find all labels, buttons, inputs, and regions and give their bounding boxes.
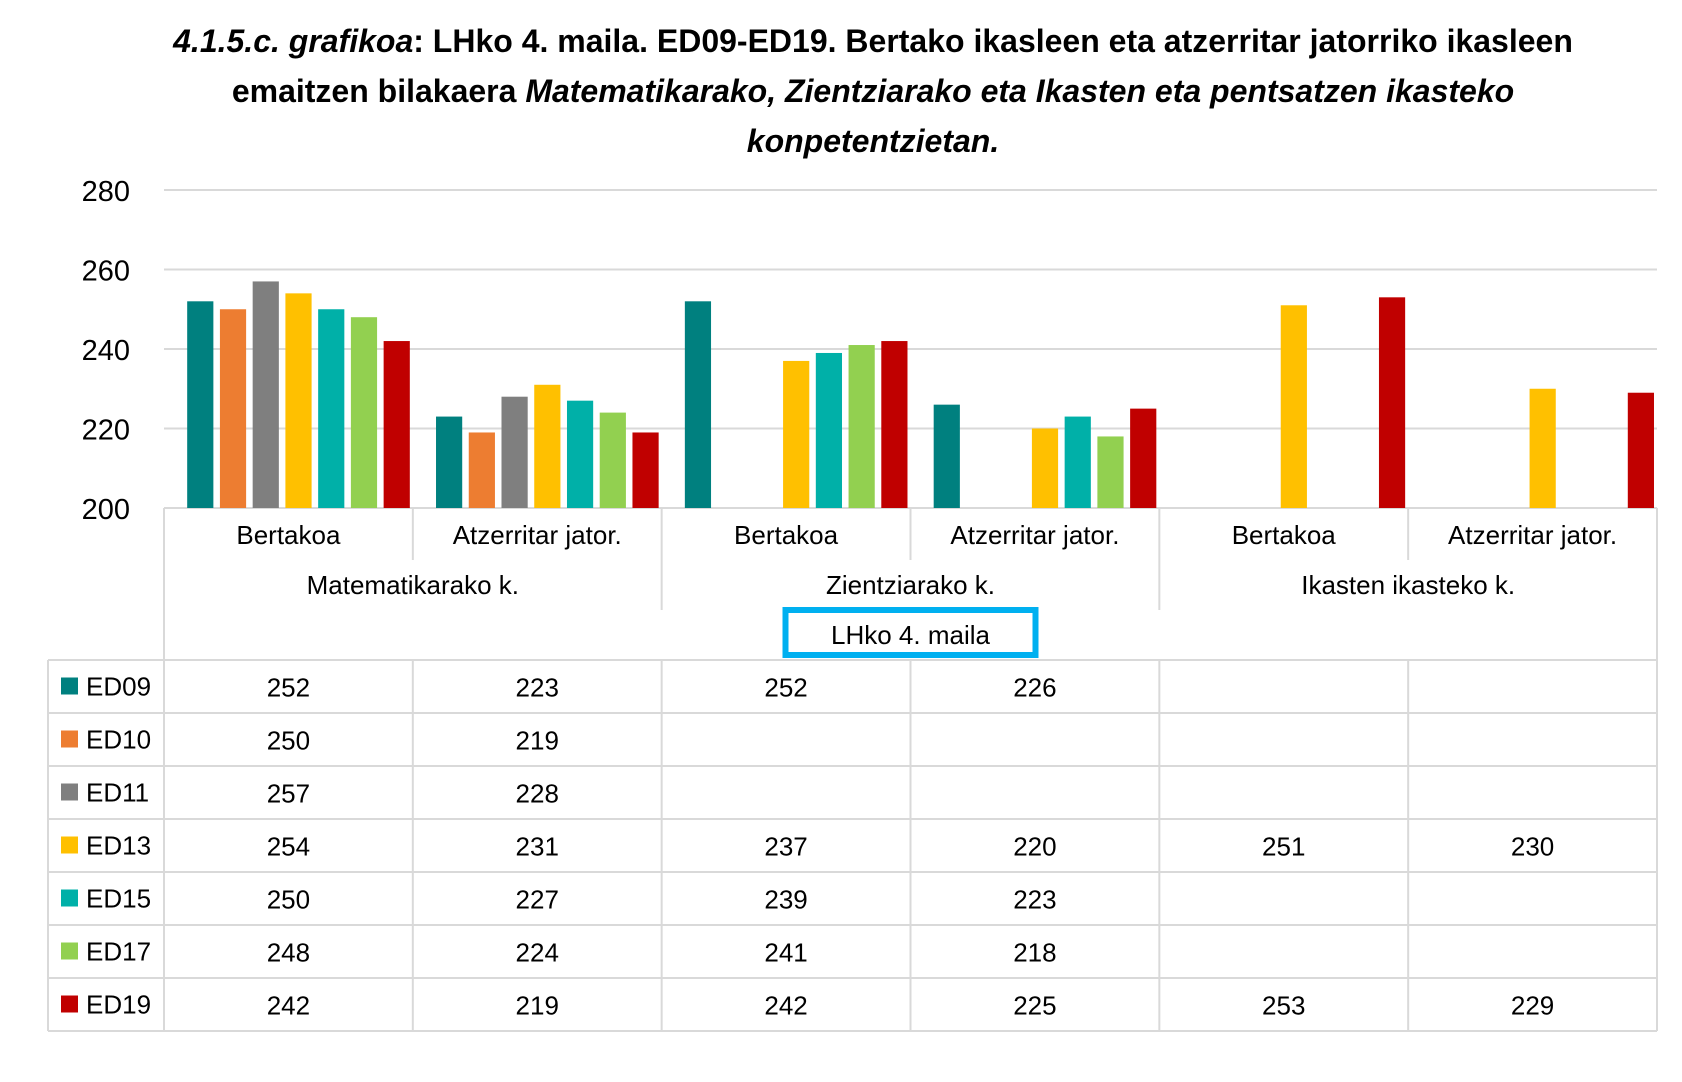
legend-label: ED13 [86,831,151,861]
bar-ED11-1 [501,396,528,508]
legend-label: ED19 [86,990,151,1020]
table-value: 231 [516,832,559,862]
category-label: Atzerritar jator. [1448,520,1617,550]
y-tick-label: 200 [82,494,130,526]
legend-swatch-ED19 [61,995,78,1013]
bar-ED13-3 [1031,428,1059,508]
bar-ED17-2 [848,345,875,508]
bar-ED09-3 [933,404,960,508]
table-value: 254 [267,832,310,862]
table-value: 239 [764,885,807,915]
table-value: 218 [1013,938,1056,968]
table-value: 252 [267,673,310,703]
table-value: 219 [516,726,559,756]
table-value: 253 [1262,991,1305,1021]
table-value: 224 [516,938,559,968]
bar-ED17-0 [350,317,378,508]
bar-ED13-1 [534,384,561,508]
legend-swatch-ED17 [61,942,78,960]
table-value: 257 [267,779,310,809]
legend-label: ED11 [86,778,149,808]
title-main: : LHko 4. maila. ED09-ED19. Bertako ikas… [231,23,1573,109]
bar-ED10-0 [219,309,247,508]
bar-ED09-0 [187,301,214,508]
bar-ED19-3 [1130,408,1157,508]
bar-ED19-4 [1378,297,1406,508]
y-tick-label: 260 [82,256,130,288]
bar-ED13-2 [783,360,810,508]
bar-ED19-1 [632,432,659,508]
table-value: 223 [1013,885,1056,915]
table-value: 226 [1013,673,1056,703]
table-value: 241 [764,938,807,968]
bar-ED17-3 [1097,436,1124,508]
bar-ED11-0 [252,281,279,508]
y-tick-label: 220 [82,415,130,447]
y-tick-label: 240 [82,335,130,367]
table-value: 219 [516,991,559,1021]
legend-label: ED10 [86,725,151,755]
bar-ED19-0 [383,341,410,508]
y-tick-label: 280 [82,176,130,208]
bar-ED15-2 [815,352,843,508]
group-label: Matematikarako k. [307,570,519,600]
table-value: 250 [267,726,310,756]
table-value: 229 [1511,991,1554,1021]
bar-ED09-2 [684,301,712,508]
table-value: 248 [267,938,310,968]
table-value: 242 [764,991,807,1021]
table-value: 220 [1013,832,1056,862]
category-label: Bertakoa [734,520,839,550]
legend-label: ED09 [86,672,151,702]
bar-ED09-1 [436,416,463,508]
table-value: 227 [516,885,559,915]
legend-swatch-ED13 [61,836,78,854]
table-value: 230 [1511,832,1554,862]
table-value: 252 [764,673,807,703]
bar-ED17-1 [599,412,626,508]
table-value: 237 [764,832,807,862]
bar-ED13-4 [1280,305,1307,508]
table-value: 228 [516,779,559,809]
table-value: 225 [1013,991,1056,1021]
table-value: 223 [516,673,559,703]
category-label: Bertakoa [236,520,341,550]
chart-title: 4.1.5.c. grafikoa: LHko 4. maila. ED09-E… [150,16,1596,166]
bar-ED19-5 [1627,392,1654,508]
level-label-box [782,607,1039,658]
title-italic-prefix: 4.1.5.c. grafikoa [173,23,414,59]
legend-swatch-ED09 [61,677,78,695]
legend-label: ED17 [86,937,151,967]
bar-ED15-1 [566,400,594,508]
legend-swatch-ED15 [61,889,78,907]
bar-ED13-0 [285,293,312,508]
legend-swatch-ED10 [61,730,78,748]
legend-label: ED15 [86,884,151,914]
group-label: Zientziarako k. [826,570,995,600]
bar-ED15-0 [318,309,345,508]
bar-ED13-5 [1529,388,1556,508]
level-label: LHko 4. maila [831,620,990,650]
bar-ED15-3 [1064,416,1091,508]
bar-ED10-1 [468,432,495,508]
table-value: 251 [1262,832,1305,862]
legend-swatch-ED11 [61,783,78,801]
table-value: 242 [267,991,310,1021]
title-italic-suffix: Matematikarako, Zientziarako eta Ikasten… [525,73,1515,159]
category-label: Atzerritar jator. [950,520,1119,550]
bar-ED19-2 [881,341,908,508]
category-label: Bertakoa [1232,520,1337,550]
table-value: 250 [267,885,310,915]
category-label: Atzerritar jator. [453,520,622,550]
group-label: Ikasten ikasteko k. [1301,570,1515,600]
